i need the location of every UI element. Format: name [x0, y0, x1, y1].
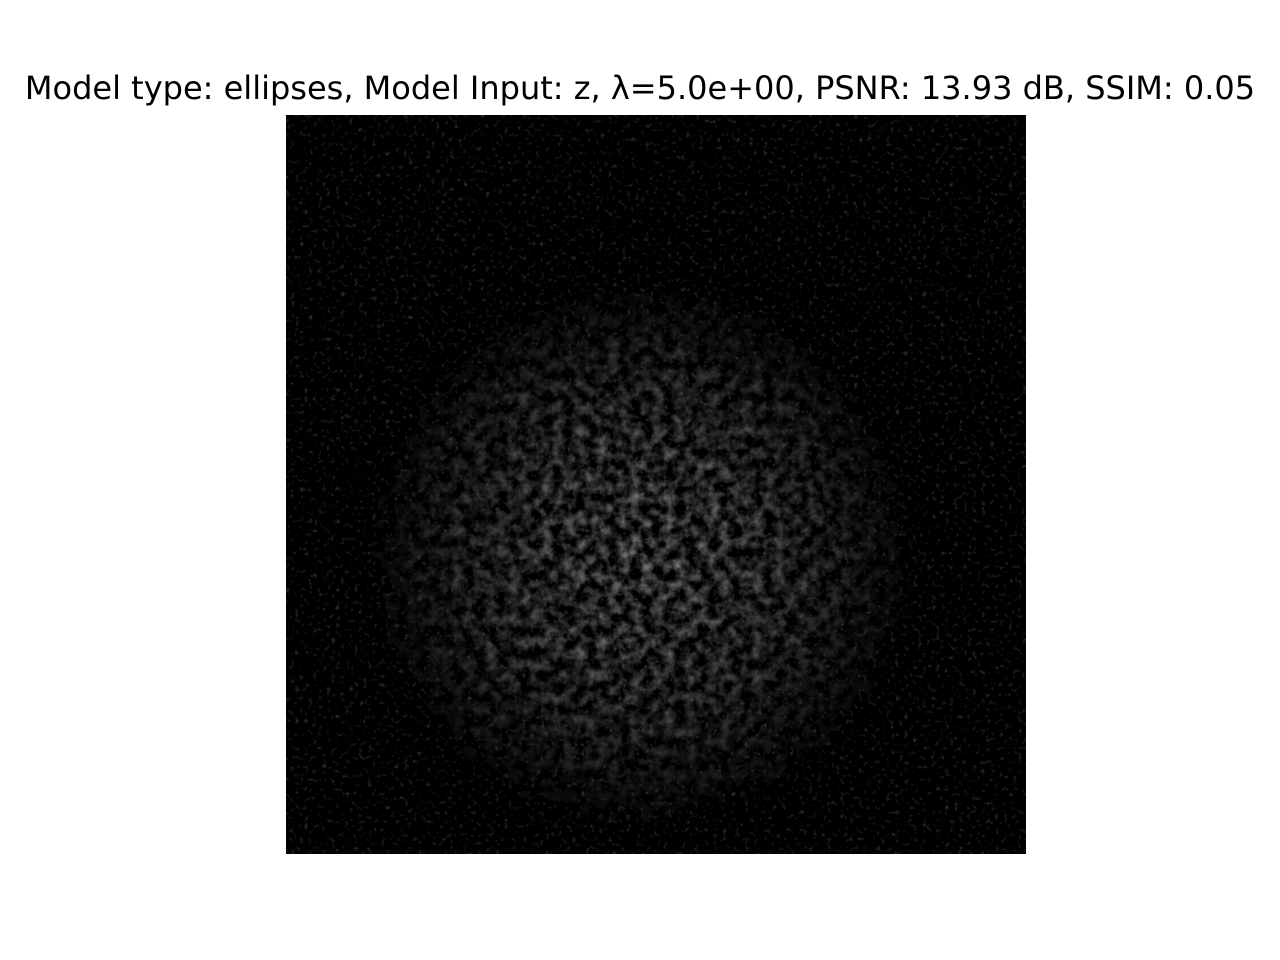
figure-title: Model type: ellipses, Model Input: z, λ=…	[24, 69, 1256, 107]
reconstruction-image-svg	[286, 115, 1026, 854]
reconstruction-image	[286, 115, 1026, 854]
